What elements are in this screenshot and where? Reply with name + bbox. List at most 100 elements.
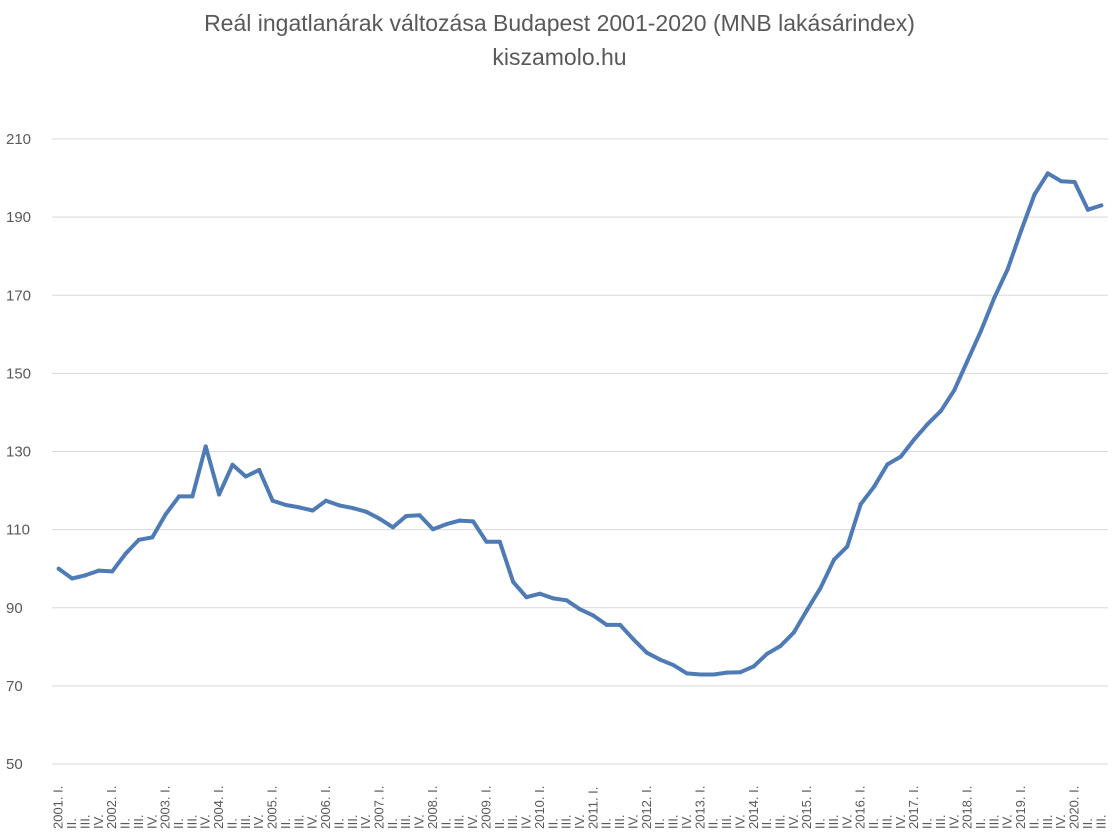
x-tick-label: 2008. I.	[425, 786, 440, 829]
data-point	[671, 663, 676, 668]
data-point	[364, 509, 369, 514]
data-point	[791, 630, 796, 635]
y-tick-label: 50	[6, 756, 23, 773]
x-tick-label: III.	[719, 815, 734, 829]
x-tick-label: II.	[545, 818, 560, 829]
x-tick-label: II.	[118, 818, 133, 829]
x-tick-label: 2019. I.	[1013, 786, 1028, 829]
x-tick-label: IV.	[305, 814, 320, 829]
x-tick-label: IV.	[91, 814, 106, 829]
data-point	[377, 516, 382, 521]
data-point	[83, 573, 88, 578]
data-point	[818, 585, 823, 590]
x-tick-label: II.	[1080, 818, 1095, 829]
x-tick-label: 2020. I.	[1067, 786, 1082, 829]
x-tick-label: 2006. I.	[318, 786, 333, 829]
x-tick-label: II.	[920, 818, 935, 829]
x-tick-label: IV.	[198, 814, 213, 829]
data-point	[404, 514, 409, 518]
y-tick-label: 150	[6, 365, 31, 382]
y-tick-label: 70	[6, 678, 23, 695]
data-point	[912, 437, 917, 442]
data-point	[684, 671, 689, 676]
data-point	[537, 591, 542, 596]
data-point	[203, 444, 208, 449]
x-tick-label: 2003. I.	[158, 786, 173, 829]
x-tick-label: III.	[77, 815, 92, 829]
data-point	[725, 670, 729, 675]
x-tick-label: IV.	[679, 814, 694, 829]
data-point	[578, 607, 582, 612]
x-tick-label: II.	[438, 818, 453, 829]
x-tick-label: II.	[171, 818, 186, 829]
x-tick-label: 2018. I.	[960, 786, 975, 829]
x-tick-label: II.	[331, 818, 346, 829]
x-tick-label: IV.	[625, 814, 640, 829]
x-tick-label: III.	[131, 815, 146, 829]
x-tick-label: II.	[973, 818, 988, 829]
x-tick-label: II.	[64, 818, 79, 829]
y-tick-label: 170	[6, 287, 31, 304]
data-point	[270, 498, 275, 503]
data-point	[872, 484, 877, 489]
x-tick-label: III.	[238, 815, 253, 829]
data-point	[604, 622, 609, 627]
data-point	[925, 422, 930, 427]
x-tick-label: III.	[666, 815, 681, 829]
y-tick-label: 190	[6, 209, 31, 226]
chart-subtitle: kiszamolo.hu	[492, 44, 627, 70]
x-tick-label: 2007. I.	[371, 786, 386, 829]
series-line-0	[56, 171, 1104, 677]
x-tick-label: III.	[452, 815, 467, 829]
x-tick-label: IV.	[519, 814, 534, 829]
data-point	[431, 527, 435, 532]
x-tick-label: IV.	[839, 814, 854, 829]
data-point	[979, 328, 983, 333]
data-point	[56, 566, 61, 571]
data-point	[350, 506, 355, 511]
x-tick-label: 2016. I.	[853, 786, 868, 829]
x-tick-label: IV.	[144, 814, 159, 829]
data-point	[644, 650, 649, 655]
x-tick-label: 2011. I.	[585, 787, 600, 829]
x-tick-label: 2015. I.	[799, 786, 814, 829]
data-point	[898, 454, 903, 459]
data-point	[243, 474, 248, 479]
data-point	[123, 551, 128, 556]
x-tick-label: III.	[345, 815, 360, 829]
data-point	[832, 557, 836, 562]
data-point	[96, 568, 101, 573]
data-point	[564, 598, 569, 603]
data-point	[631, 637, 636, 642]
data-point	[337, 503, 342, 508]
x-tick-label: 2017. I.	[906, 786, 921, 829]
data-point	[217, 492, 222, 497]
chart-title: Reál ingatlanárak változása Budapest 200…	[204, 10, 915, 36]
x-tick-label: III.	[612, 815, 627, 829]
x-tick-label: 2004. I.	[211, 786, 226, 829]
x-tick-label: II.	[599, 818, 614, 829]
x-tick-label: 2009. I.	[478, 786, 493, 829]
data-point	[591, 613, 596, 618]
x-tick-label: III.	[184, 815, 199, 829]
x-tick-label: III.	[1093, 815, 1108, 829]
y-tick-label: 130	[6, 444, 31, 461]
data-point	[297, 505, 302, 510]
x-tick-label: II.	[866, 818, 881, 829]
x-tick-label: III.	[505, 815, 520, 829]
x-tick-label: 2014. I.	[746, 786, 761, 829]
data-point	[1085, 207, 1090, 212]
x-tick-label: 2010. I.	[532, 786, 547, 829]
x-tick-label: III.	[826, 815, 841, 829]
x-tick-label: III.	[398, 815, 413, 829]
data-point	[1019, 228, 1024, 233]
x-tick-label: IV.	[946, 814, 961, 829]
x-tick-label: IV.	[358, 814, 373, 829]
data-point	[190, 494, 195, 499]
data-point	[1072, 180, 1077, 184]
x-tick-label: IV.	[786, 814, 801, 829]
data-point	[524, 595, 529, 600]
x-tick-label: III.	[933, 815, 948, 829]
data-point	[444, 522, 449, 527]
